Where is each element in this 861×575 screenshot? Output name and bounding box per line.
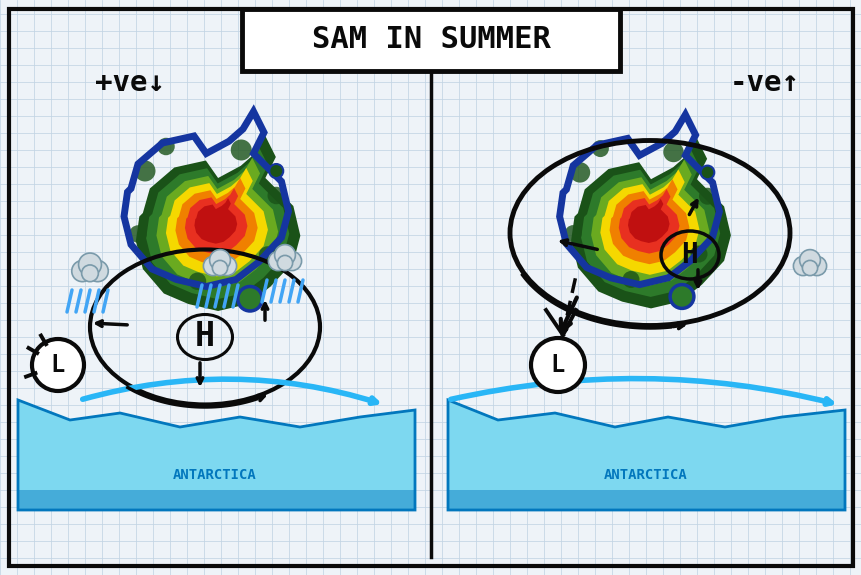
Polygon shape	[136, 136, 300, 311]
Circle shape	[87, 260, 108, 282]
Polygon shape	[628, 199, 669, 243]
Polygon shape	[591, 160, 709, 285]
Circle shape	[662, 142, 683, 162]
Circle shape	[212, 260, 227, 275]
Circle shape	[669, 285, 693, 308]
FancyBboxPatch shape	[242, 9, 619, 71]
Polygon shape	[448, 400, 844, 510]
Circle shape	[799, 250, 820, 270]
Circle shape	[129, 225, 146, 243]
Circle shape	[807, 256, 826, 275]
Circle shape	[78, 253, 102, 276]
Text: ANTARCTICA: ANTARCTICA	[604, 468, 687, 482]
Circle shape	[700, 166, 714, 179]
Polygon shape	[195, 198, 237, 244]
Circle shape	[268, 251, 288, 271]
Polygon shape	[146, 147, 289, 299]
Circle shape	[209, 250, 230, 270]
Circle shape	[71, 260, 93, 282]
Polygon shape	[618, 189, 678, 254]
Polygon shape	[156, 158, 278, 288]
Polygon shape	[176, 178, 257, 266]
Circle shape	[189, 273, 206, 290]
Circle shape	[231, 140, 251, 160]
Circle shape	[690, 246, 707, 263]
Circle shape	[277, 255, 292, 271]
Circle shape	[592, 140, 608, 157]
Text: -ve↑: -ve↑	[729, 69, 799, 97]
Circle shape	[622, 271, 639, 288]
Circle shape	[238, 286, 262, 311]
Text: H: H	[195, 320, 214, 354]
Circle shape	[269, 164, 283, 178]
Circle shape	[275, 244, 295, 266]
Circle shape	[267, 187, 285, 204]
Polygon shape	[185, 188, 247, 255]
Polygon shape	[448, 490, 844, 510]
Polygon shape	[18, 490, 414, 510]
Text: +ve↓: +ve↓	[95, 69, 164, 97]
Circle shape	[203, 256, 222, 275]
Text: L: L	[51, 353, 65, 377]
Polygon shape	[18, 400, 414, 510]
Polygon shape	[571, 139, 730, 308]
Circle shape	[569, 162, 590, 183]
Circle shape	[564, 225, 581, 242]
Circle shape	[530, 338, 585, 392]
Polygon shape	[599, 170, 698, 275]
Text: H: H	[681, 241, 697, 269]
Circle shape	[258, 246, 276, 264]
Circle shape	[698, 187, 715, 205]
Circle shape	[134, 160, 155, 182]
Polygon shape	[165, 168, 268, 277]
Circle shape	[32, 339, 84, 391]
Circle shape	[282, 251, 301, 271]
Circle shape	[82, 265, 98, 282]
Circle shape	[802, 260, 816, 275]
Polygon shape	[609, 179, 689, 264]
Circle shape	[217, 256, 236, 275]
Circle shape	[792, 256, 812, 275]
Text: ANTARCTICA: ANTARCTICA	[173, 468, 257, 482]
Circle shape	[157, 138, 175, 155]
Text: L: L	[550, 353, 565, 377]
Polygon shape	[580, 149, 719, 297]
Text: SAM IN SUMMER: SAM IN SUMMER	[311, 25, 550, 53]
